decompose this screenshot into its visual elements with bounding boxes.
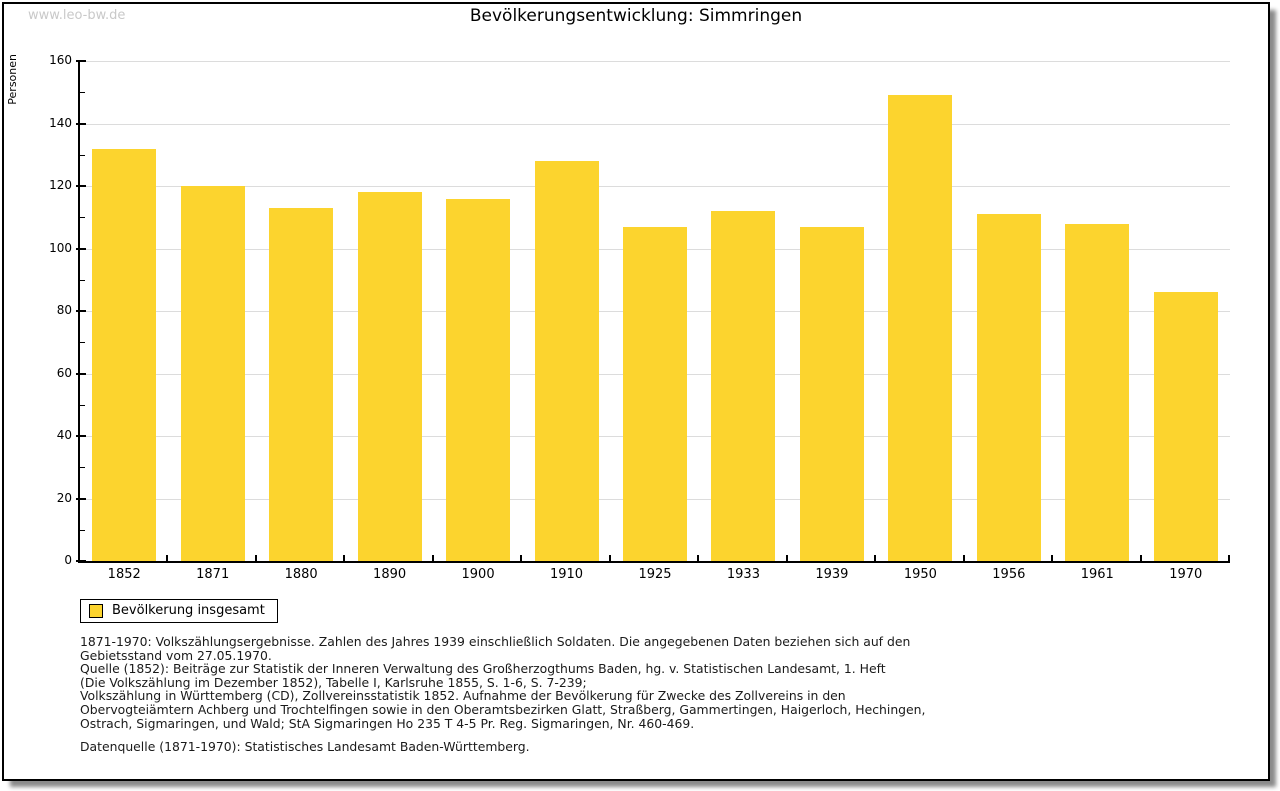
x-axis-tick-label: 1961 (1080, 567, 1114, 582)
y-axis-major-tick (76, 310, 86, 312)
y-axis-major-tick (76, 560, 86, 562)
footnote-line: 1871-1970: Volkszählungsergebnisse. Zahl… (80, 634, 911, 649)
footnote-line: Quelle (1852): Beiträge zur Statistik de… (80, 661, 886, 677)
y-axis-minor-tick (80, 92, 85, 94)
bar (357, 192, 422, 561)
x-axis-tick-label: 1956 (992, 567, 1026, 582)
x-axis-tick-label: 1890 (373, 567, 407, 582)
legend: Bevölkerung insgesamt (80, 599, 278, 623)
y-axis-tick-label: 40 (56, 428, 72, 442)
x-axis-tick (520, 555, 523, 561)
footnote-block-1: 1871-1970: Volkszählungsergebnisse. Zahl… (80, 635, 925, 730)
y-axis-major-tick (76, 60, 86, 62)
x-axis-tick-label: 1939 (815, 567, 849, 582)
y-axis-tick-label: 80 (56, 303, 72, 317)
bar (1153, 292, 1218, 561)
plot-area: 0 20 40 60 80 100 120 140 160 1852 1871 1880 1890 190… (49, 53, 1230, 582)
x-axis-tick (874, 555, 877, 561)
y-axis-major-tick (76, 122, 86, 125)
y-axis-tick-label: 160 (49, 53, 72, 67)
y-axis-label: Personen (6, 54, 19, 105)
x-axis-tick (785, 555, 788, 561)
x-axis-tick (431, 555, 434, 561)
y-axis-major-tick (76, 247, 86, 250)
x-axis-tick-label: 1925 (638, 567, 672, 582)
y-axis-major-tick (76, 435, 86, 437)
x-axis-tick-label: 1852 (107, 567, 141, 582)
y-axis-tick-label: 140 (49, 115, 72, 130)
y-axis-minor-tick (80, 529, 85, 531)
x-axis-tick-label: 1950 (903, 567, 937, 582)
legend-label: Bevölkerung insgesamt (112, 603, 265, 618)
x-axis-tick (166, 555, 169, 561)
footnote-line: Volkszählung in Württemberg (CD), Zollve… (80, 688, 846, 704)
bar (92, 148, 157, 561)
y-gridline (80, 61, 1230, 62)
footnote-line: Gebietsstand vom 27.05.1970. (80, 647, 272, 663)
y-axis-major-tick (76, 497, 86, 500)
bar (534, 161, 599, 561)
y-gridline (80, 186, 1230, 187)
bar (1065, 223, 1130, 561)
y-axis-minor-tick (80, 404, 85, 406)
y-axis-minor-tick (80, 279, 85, 281)
x-axis-tick-label: 1970 (1169, 567, 1203, 582)
y-axis-tick-label: 0 (64, 553, 72, 567)
x-axis-tick (254, 555, 257, 561)
footnote-line: Obervogteiämtern Achberg und Trochtelfin… (80, 701, 926, 717)
y-axis-minor-tick (80, 154, 85, 156)
x-axis-tick (1139, 555, 1142, 561)
footnote-line: Datenquelle (1871-1970): Statistisches L… (80, 739, 530, 755)
bar (711, 211, 776, 561)
bar (976, 214, 1041, 561)
legend-swatch-icon (89, 603, 103, 618)
y-axis-major-tick (76, 372, 86, 375)
y-axis-major-tick (76, 185, 86, 187)
footnote-line: Ostrach, Sigmaringen, und Wald; StA Sigm… (80, 715, 695, 731)
y-axis-minor-tick (80, 467, 85, 469)
x-axis-tick (697, 555, 700, 561)
bar (180, 186, 245, 561)
y-axis-tick-label: 120 (49, 178, 72, 192)
y-axis-tick-label: 100 (49, 240, 72, 255)
page-title: Bevölkerungsentwicklung: Simmringen (469, 6, 803, 26)
footnotes: 1871-1970: Volkszählungsergebnisse. Zahl… (80, 635, 925, 754)
x-axis-tick-label: 1910 (549, 567, 584, 582)
x-axis-tick (1228, 555, 1230, 561)
bar (888, 95, 953, 561)
x-axis-tick (1051, 555, 1054, 561)
footnote-line: (Die Volkszählung im Dezember 1852), Tab… (80, 674, 587, 690)
y-axis-tick-label: 20 (56, 490, 72, 505)
watermark: www.leo-bw.de (28, 8, 126, 23)
bar (799, 226, 864, 561)
footnote-block-2: Datenquelle (1871-1970): Statistisches L… (80, 740, 925, 754)
x-axis-tick-label: 1900 (461, 567, 495, 582)
bar (623, 226, 687, 561)
x-axis-tick (343, 555, 346, 561)
y-axis-minor-tick (80, 342, 85, 344)
y-axis-minor-tick (80, 217, 85, 219)
x-axis-tick (962, 555, 965, 561)
x-axis-tick-label: 1871 (196, 567, 230, 582)
x-axis-tick (608, 555, 611, 561)
x-axis-tick-label: 1933 (726, 567, 760, 582)
bar (269, 207, 334, 561)
y-gridline (80, 123, 1230, 125)
bar (446, 198, 511, 561)
chart-frame: www.leo-bw.de Bevölkerungsentwicklung: S… (2, 2, 1270, 781)
y-axis-tick-label: 60 (56, 365, 72, 380)
x-axis-tick-label: 1880 (284, 567, 318, 582)
